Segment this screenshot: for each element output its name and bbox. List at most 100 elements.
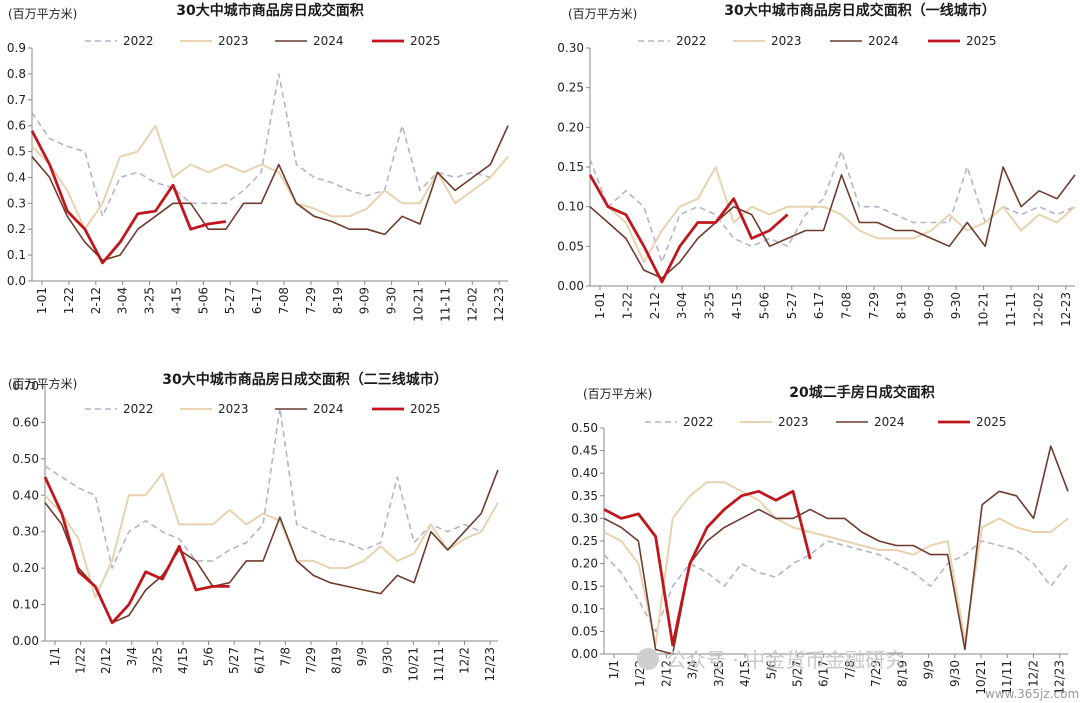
y-tick-label: 0.20 [571, 557, 598, 571]
legend-label-2025: 2025 [966, 34, 997, 48]
series-line-2024 [31, 125, 509, 262]
legend-label-2022: 2022 [683, 415, 714, 429]
y-tick-label: 0.30 [571, 511, 598, 525]
y-tick-label: 0.00 [12, 634, 39, 648]
x-tick-label: 7-08 [840, 292, 854, 319]
y-tick-label: 0.60 [12, 415, 39, 429]
x-tick-label: 12-23 [492, 287, 506, 322]
x-tick-label: 5-06 [757, 292, 771, 319]
series-line-2022 [44, 407, 499, 569]
y-tick-label: 0.4 [7, 170, 26, 184]
y-tick-label: 0.9 [7, 41, 26, 55]
x-tick-label: 2/12 [99, 647, 113, 674]
watermark: 公众号 · 中金货币金融研究 www.365jz.com [637, 648, 1079, 701]
legend-label-2022: 2022 [123, 34, 154, 48]
x-tick-label: 11/11 [1000, 660, 1014, 695]
x-tick-label: 12/23 [1053, 660, 1067, 695]
x-tick-label: 11/11 [432, 647, 446, 682]
legend-label-2025: 2025 [410, 402, 441, 416]
series-line-2022 [31, 73, 509, 218]
x-tick-label: 3-25 [143, 287, 157, 314]
y-tick-label: 0.2 [7, 222, 26, 236]
x-tick-label: 10-21 [977, 292, 991, 327]
x-tick-label: 3/4 [125, 647, 139, 666]
x-tick-label: 3/25 [712, 660, 726, 687]
chart-panel-3: 30大中城市商品房日成交面积（二三线城市） (百万平方米) 0.00 0.10 0.20… [8, 371, 499, 682]
y-unit-label: (百万平方米) [583, 386, 652, 401]
x-tick-label: 12-02 [465, 287, 479, 322]
legend-label-2025: 2025 [410, 34, 441, 48]
y-tick-label: 0.40 [12, 488, 39, 502]
series-line-2022 [603, 540, 1069, 633]
series-line-2025 [588, 174, 789, 284]
series-line-2025 [603, 489, 812, 647]
wechat-icon [637, 648, 659, 670]
legend-label-2024: 2024 [313, 34, 344, 48]
x-tick-label: 12-02 [1031, 292, 1045, 327]
y-tick-label: 0.5 [7, 145, 26, 159]
x-tick-label: 6/17 [253, 647, 267, 674]
x-tick-label: 8-19 [894, 292, 908, 319]
watermark-text: 公众号 · 中金货币金融研究 [666, 648, 905, 672]
x-tick-label: 5-27 [785, 292, 799, 319]
y-tick-label: 0.05 [571, 624, 598, 638]
x-tick-label: 9/30 [948, 660, 962, 687]
x-tick-label: 1/1 [48, 647, 62, 666]
legend-label-2023: 2023 [218, 402, 249, 416]
series-line-2025 [43, 476, 230, 625]
y-tick-label: 0.00 [571, 647, 598, 661]
y-tick-label: 0.10 [12, 598, 39, 612]
legend-label-2023: 2023 [771, 34, 802, 48]
x-tick-label: 4/15 [738, 660, 752, 687]
x-tick-label: 1-22 [620, 292, 634, 319]
x-tick-label: 1-01 [593, 292, 607, 319]
y-tick-label: 0.25 [571, 534, 598, 548]
chart-title: 30大中城市商品房日成交面积（二三线城市） [162, 371, 447, 388]
y-tick-label: 0.45 [571, 444, 598, 458]
x-tick-label: 2-12 [89, 287, 103, 314]
legend-label-2023: 2023 [218, 34, 249, 48]
x-tick-label: 7/8 [278, 647, 292, 666]
x-tick-label: 9-30 [385, 287, 399, 314]
x-tick-label: 4/15 [176, 647, 190, 674]
x-tick-label: 9/9 [922, 660, 936, 679]
legend-label-2022: 2022 [123, 402, 154, 416]
x-tick-label: 9-09 [922, 292, 936, 319]
x-tick-label: 7-29 [304, 287, 318, 314]
y-tick-label: 0.00 [557, 279, 584, 293]
y-tick-label: 0.05 [557, 239, 584, 253]
x-tick-label: 6-17 [250, 287, 264, 314]
y-unit-label: (百万平方米) [8, 376, 77, 391]
x-tick-label: 1-01 [35, 287, 49, 314]
x-tick-label: 10/21 [406, 647, 420, 682]
series-line-2023 [589, 166, 1076, 264]
x-tick-label: 6/17 [817, 660, 831, 687]
y-tick-label: 0.35 [571, 489, 598, 503]
y-tick-label: 0.1 [7, 248, 26, 262]
x-tick-label: 7/8 [843, 660, 857, 679]
x-tick-label: 5-06 [196, 287, 210, 314]
series-line-2024 [589, 166, 1076, 279]
y-tick-label: 0.0 [7, 274, 26, 288]
x-tick-label: 8/19 [330, 647, 344, 674]
x-tick-label: 9/30 [381, 647, 395, 674]
y-tick-label: 0.6 [7, 119, 26, 133]
chart-title: 30大中城市商品房日成交面积 [176, 2, 363, 19]
series-line-2023 [44, 472, 499, 599]
y-tick-label: 0.15 [557, 160, 584, 174]
x-tick-label: 7-08 [277, 287, 291, 314]
x-tick-label: 9-30 [949, 292, 963, 319]
y-tick-label: 0.50 [12, 452, 39, 466]
chart-title: 20城二手房日成交面积 [789, 384, 934, 401]
x-tick-label: 5-27 [223, 287, 237, 314]
x-tick-label: 12/2 [457, 647, 471, 674]
y-tick-label: 0.70 [12, 379, 39, 393]
x-tick-label: 1-22 [62, 287, 76, 314]
x-tick-label: 7/29 [304, 647, 318, 674]
legend-label-2024: 2024 [874, 415, 905, 429]
x-tick-label: 5/27 [791, 660, 805, 687]
x-tick-label: 6-17 [812, 292, 826, 319]
series-line-2024 [603, 445, 1069, 655]
y-tick-label: 0.30 [12, 525, 39, 539]
